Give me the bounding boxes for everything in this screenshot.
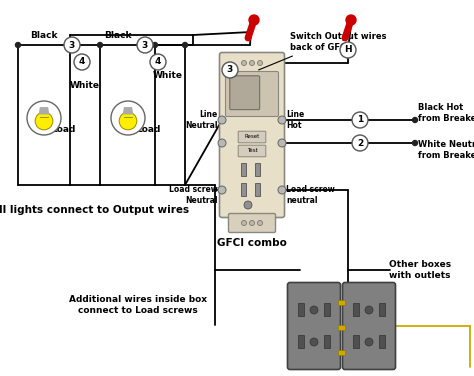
Circle shape [278,139,286,147]
FancyBboxPatch shape [288,282,340,370]
FancyBboxPatch shape [219,53,284,217]
Text: White: White [70,80,100,89]
Text: Black: Black [104,32,132,41]
FancyBboxPatch shape [298,335,304,348]
FancyBboxPatch shape [241,183,246,196]
Text: Line
Neutral: Line Neutral [185,110,218,130]
FancyBboxPatch shape [353,335,359,348]
Circle shape [218,116,226,124]
Text: 3: 3 [69,41,75,50]
Text: 1: 1 [357,115,363,124]
Text: GFCI combo: GFCI combo [217,238,287,248]
Circle shape [365,338,373,346]
Text: White: White [153,71,183,79]
FancyBboxPatch shape [379,303,385,316]
Circle shape [119,112,137,130]
Circle shape [310,306,318,314]
FancyBboxPatch shape [228,214,275,232]
FancyBboxPatch shape [379,335,385,348]
Text: Load: Load [136,126,160,135]
Circle shape [150,54,166,70]
Polygon shape [39,108,48,114]
Circle shape [412,141,418,146]
Circle shape [74,54,90,70]
FancyBboxPatch shape [238,131,266,143]
Text: Switch Output wires
back of GFCI: Switch Output wires back of GFCI [290,32,386,52]
Circle shape [222,62,238,78]
Text: Load screw
Neutral: Load screw Neutral [169,185,218,205]
Circle shape [27,101,61,135]
Circle shape [340,42,356,58]
FancyBboxPatch shape [338,300,345,305]
Text: H: H [344,45,352,55]
Text: Black Hot
from Breaker: Black Hot from Breaker [418,103,474,123]
Circle shape [257,220,263,226]
Text: Load: Load [51,126,75,135]
Text: Additional wires inside box
connect to Load screws: Additional wires inside box connect to L… [69,295,207,315]
FancyBboxPatch shape [324,335,330,348]
Circle shape [278,186,286,194]
Circle shape [241,220,246,226]
FancyBboxPatch shape [338,325,345,330]
Circle shape [111,101,145,135]
Text: 2: 2 [357,138,363,147]
FancyBboxPatch shape [324,303,330,316]
Circle shape [182,42,188,47]
Text: Load screw
neutral: Load screw neutral [286,185,335,205]
Circle shape [257,61,263,65]
Text: White Neutral
from Breaker box: White Neutral from Breaker box [418,140,474,160]
Circle shape [249,220,255,226]
Text: All lights connect to Output wires: All lights connect to Output wires [0,205,189,215]
Circle shape [218,139,226,147]
Circle shape [244,201,252,209]
Circle shape [278,116,286,124]
FancyBboxPatch shape [353,303,359,316]
FancyBboxPatch shape [241,163,246,176]
Text: Reset: Reset [245,135,260,139]
Circle shape [365,306,373,314]
Text: 3: 3 [227,65,233,74]
Circle shape [412,117,418,123]
FancyBboxPatch shape [338,350,345,355]
Circle shape [310,338,318,346]
Circle shape [137,37,153,53]
Text: Black: Black [30,32,58,41]
Text: Other boxes
with outlets: Other boxes with outlets [389,260,451,280]
Text: 4: 4 [155,58,161,67]
Circle shape [218,186,226,194]
Circle shape [241,61,246,65]
Circle shape [64,37,80,53]
Circle shape [249,61,255,65]
FancyBboxPatch shape [228,53,275,73]
FancyBboxPatch shape [255,163,260,176]
Text: 4: 4 [79,58,85,67]
Polygon shape [124,108,133,114]
FancyBboxPatch shape [343,282,395,370]
Text: Test: Test [246,149,257,153]
FancyBboxPatch shape [298,303,304,316]
Circle shape [346,15,356,25]
Circle shape [16,42,20,47]
Circle shape [352,112,368,128]
Circle shape [35,112,53,130]
Circle shape [249,15,259,25]
Circle shape [98,42,102,47]
Text: 3: 3 [142,41,148,50]
FancyBboxPatch shape [255,183,260,196]
FancyBboxPatch shape [230,76,260,110]
Text: Line
Hot: Line Hot [286,110,304,130]
Circle shape [153,42,157,47]
Circle shape [352,135,368,151]
FancyBboxPatch shape [226,71,279,117]
FancyBboxPatch shape [238,145,266,157]
